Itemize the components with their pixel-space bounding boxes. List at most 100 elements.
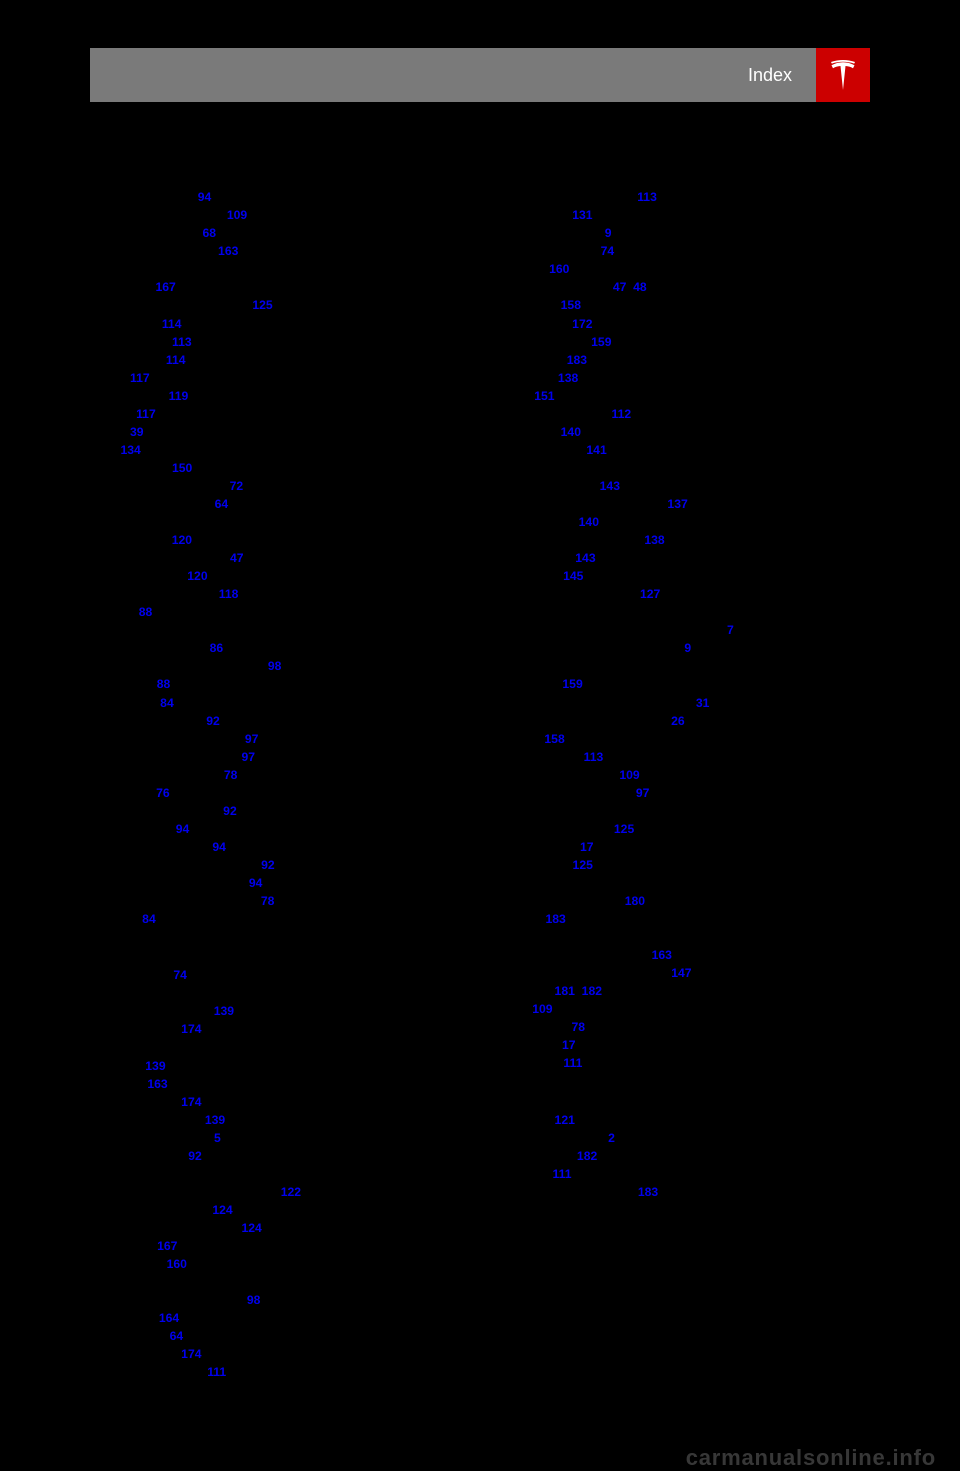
page-link[interactable]: 158 [544, 730, 564, 748]
page-link[interactable]: 94 [198, 188, 212, 206]
page-link[interactable]: 92 [206, 712, 220, 730]
page-link[interactable]: 9 [684, 639, 691, 657]
page-link[interactable]: 119 [169, 387, 189, 405]
page-link[interactable]: 47 [230, 549, 244, 567]
page-link[interactable]: 97 [245, 730, 259, 748]
page-link[interactable]: 5 [214, 1129, 221, 1147]
page-link[interactable]: 164 [159, 1309, 179, 1327]
page-link[interactable]: 9 [605, 224, 612, 242]
page-link[interactable]: 113 [584, 748, 604, 766]
page-link[interactable]: 159 [562, 675, 582, 693]
page-link[interactable]: 134 [120, 441, 140, 459]
page-link[interactable]: 64 [215, 495, 229, 513]
page-link[interactable]: 76 [156, 784, 170, 802]
page-link[interactable]: 111 [553, 1165, 572, 1183]
page-link[interactable]: 160 [549, 260, 569, 278]
page-link[interactable]: 125 [614, 820, 634, 838]
page-link[interactable]: 138 [558, 369, 578, 387]
page-link[interactable]: 125 [573, 856, 593, 874]
page-link[interactable]: 172 [572, 315, 592, 333]
page-link[interactable]: 92 [223, 802, 237, 820]
page-link[interactable]: 143 [600, 477, 620, 495]
page-link[interactable]: 26 [671, 712, 685, 730]
page-link[interactable]: 7 [727, 621, 734, 639]
page-link[interactable]: 140 [579, 513, 599, 531]
page-link[interactable]: 97 [636, 784, 650, 802]
page-link[interactable]: 181 [555, 982, 575, 1000]
page-link[interactable]: 94 [176, 820, 190, 838]
page-link[interactable]: 137 [667, 495, 687, 513]
page-link[interactable]: 112 [611, 405, 631, 423]
page-link[interactable]: 74 [601, 242, 615, 260]
page-link[interactable]: 78 [224, 766, 238, 784]
page-link[interactable]: 47 [613, 278, 627, 296]
page-link[interactable]: 160 [167, 1255, 187, 1273]
page-link[interactable]: 125 [252, 296, 272, 314]
page-link[interactable]: 114 [162, 315, 182, 333]
page-link[interactable]: 94 [249, 874, 263, 892]
page-link[interactable]: 97 [241, 748, 255, 766]
page-link[interactable]: 17 [562, 1036, 576, 1054]
page-link[interactable]: 68 [202, 224, 216, 242]
page-link[interactable]: 180 [625, 892, 645, 910]
page-link[interactable]: 139 [205, 1111, 225, 1129]
page-link[interactable]: 64 [170, 1327, 184, 1345]
page-link[interactable]: 122 [281, 1183, 301, 1201]
page-link[interactable]: 31 [696, 694, 710, 712]
page-link[interactable]: 145 [563, 567, 583, 585]
page-link[interactable]: 120 [187, 567, 207, 585]
page-link[interactable]: 98 [247, 1291, 261, 1309]
page-link[interactable]: 78 [571, 1018, 585, 1036]
page-link[interactable]: 111 [207, 1363, 226, 1381]
page-link[interactable]: 140 [561, 423, 581, 441]
page-link[interactable]: 84 [160, 694, 174, 712]
page-link[interactable]: 109 [227, 206, 247, 224]
page-link[interactable]: 147 [671, 964, 691, 982]
page-link[interactable]: 183 [638, 1183, 658, 1201]
page-link[interactable]: 139 [145, 1057, 165, 1075]
page-link[interactable]: 183 [545, 910, 565, 928]
page-link[interactable]: 158 [561, 296, 581, 314]
page-link[interactable]: 84 [142, 910, 156, 928]
page-link[interactable]: 78 [261, 892, 275, 910]
page-link[interactable]: 159 [591, 333, 611, 351]
page-link[interactable]: 92 [261, 856, 275, 874]
page-link[interactable]: 17 [580, 838, 594, 856]
page-link[interactable]: 150 [172, 459, 192, 477]
page-link[interactable]: 124 [242, 1219, 262, 1237]
page-link[interactable]: 74 [173, 966, 187, 984]
page-link[interactable]: 141 [586, 441, 606, 459]
page-link[interactable]: 167 [155, 278, 175, 296]
page-link[interactable]: 163 [147, 1075, 167, 1093]
page-link[interactable]: 183 [567, 351, 587, 369]
page-link[interactable]: 182 [577, 1147, 597, 1165]
page-link[interactable]: 111 [563, 1054, 582, 1072]
page-link[interactable]: 131 [572, 206, 592, 224]
page-link[interactable]: 182 [575, 982, 602, 1000]
page-link[interactable]: 114 [166, 351, 186, 369]
page-link[interactable]: 124 [212, 1201, 232, 1219]
page-link[interactable]: 113 [637, 188, 657, 206]
page-link[interactable]: 138 [644, 531, 664, 549]
page-link[interactable]: 127 [640, 585, 660, 603]
page-link[interactable]: 120 [172, 531, 192, 549]
page-link[interactable]: 98 [268, 657, 282, 675]
page-link[interactable]: 88 [157, 675, 171, 693]
page-link[interactable]: 2 [608, 1129, 615, 1147]
page-link[interactable]: 174 [181, 1345, 201, 1363]
page-link[interactable]: 151 [534, 387, 554, 405]
page-link[interactable]: 174 [181, 1093, 201, 1111]
page-link[interactable]: 163 [218, 242, 238, 260]
page-link[interactable]: 118 [219, 585, 239, 603]
page-link[interactable]: 88 [139, 603, 153, 621]
page-link[interactable]: 109 [532, 1000, 552, 1018]
page-link[interactable]: 48 [626, 278, 646, 296]
page-link[interactable]: 143 [575, 549, 595, 567]
page-link[interactable]: 117 [136, 405, 156, 423]
page-link[interactable]: 86 [210, 639, 224, 657]
page-link[interactable]: 113 [172, 333, 192, 351]
page-link[interactable]: 167 [157, 1237, 177, 1255]
page-link[interactable]: 174 [181, 1020, 201, 1038]
page-link[interactable]: 117 [130, 369, 150, 387]
page-link[interactable]: 92 [188, 1147, 202, 1165]
